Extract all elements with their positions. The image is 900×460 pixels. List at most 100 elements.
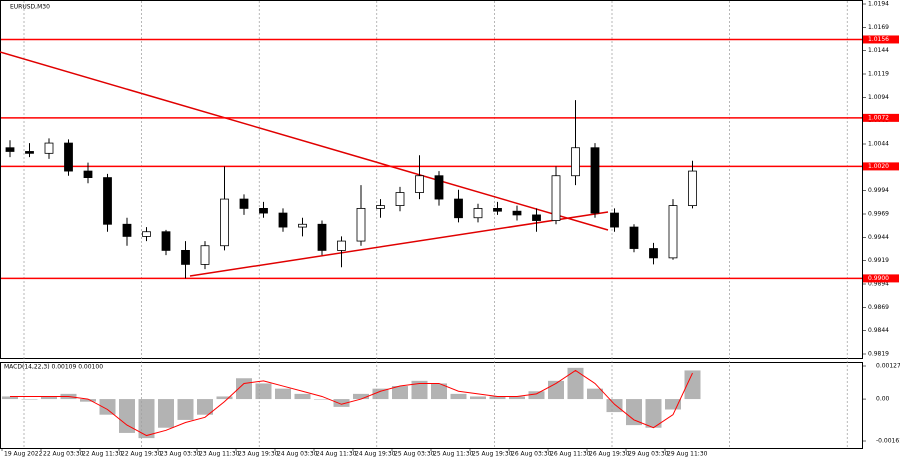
price-panel <box>0 0 863 359</box>
candle-body <box>220 198 229 247</box>
macd-bar <box>138 399 155 439</box>
candle-body <box>64 142 73 172</box>
x-tick-label: 19 Aug 2022 <box>4 451 43 458</box>
macd-bar <box>411 380 428 400</box>
candle-body <box>590 147 600 214</box>
level-label-box <box>863 274 899 283</box>
macd-bar <box>275 388 291 400</box>
macd-bar <box>587 388 603 400</box>
x-tick-label: 26 Aug 11:30 <box>550 451 591 458</box>
candle-body <box>181 249 190 265</box>
y-tick-label: 1.0169 <box>868 24 889 31</box>
level-label-box <box>863 35 899 44</box>
macd-bar <box>528 391 545 400</box>
macd-bar <box>119 399 135 433</box>
y-tick-label: 0.9919 <box>868 257 889 264</box>
x-tick-label: 25 Aug 19:30 <box>472 451 513 458</box>
y-tick-label: 0.9994 <box>868 187 889 194</box>
y-tick-label: 0.9944 <box>868 234 889 241</box>
level-label: 1.0020 <box>868 163 889 170</box>
level-label: 0.9900 <box>868 275 889 282</box>
macd-bar <box>177 399 194 420</box>
candle-body <box>298 223 307 228</box>
x-tick-label: 24 Aug 19:30 <box>355 451 396 458</box>
y-tick-label: -0.00161 <box>876 438 900 445</box>
macd-bar <box>392 386 408 400</box>
candle-body <box>142 231 151 237</box>
macd-bar <box>606 399 623 413</box>
candle-body <box>454 198 463 219</box>
x-tick-label: 23 Aug 11:30 <box>199 451 240 458</box>
candle-body <box>512 210 522 216</box>
candle-body <box>356 207 366 242</box>
candle-body <box>83 170 93 178</box>
candle-body <box>493 207 502 212</box>
candle-body <box>395 192 405 207</box>
macd-bar <box>353 393 369 400</box>
candle-body <box>239 198 249 209</box>
candle-body <box>688 170 697 206</box>
x-tick-label: 29 Aug 11:30 <box>667 451 708 458</box>
y-tick-label: 0.9894 <box>868 281 889 288</box>
y-tick-label: 0.9969 <box>868 211 889 218</box>
macd-bar <box>470 396 486 400</box>
macd-bar <box>41 396 57 400</box>
y-tick-label: 1.0044 <box>868 141 889 148</box>
x-tick-label: 22 Aug 03:30 <box>43 451 84 458</box>
candle-body <box>415 175 424 193</box>
candle-body <box>44 142 54 154</box>
x-tick-label: 22 Aug 19:30 <box>121 451 162 458</box>
x-tick-label: 26 Aug 03:30 <box>511 451 552 458</box>
chart-title: EURUSD,M30 <box>10 4 50 11</box>
macd-bar <box>431 383 447 400</box>
macd-bar <box>294 393 311 400</box>
macd-bar <box>626 399 642 426</box>
macd-bar <box>509 396 525 400</box>
y-tick-label: 1.0094 <box>868 94 889 101</box>
y-tick-label: 0.9869 <box>868 304 889 311</box>
candle-body <box>5 147 15 152</box>
x-tick-label: 24 Aug 11:30 <box>316 451 357 458</box>
signal-line <box>10 369 693 437</box>
vertical-grid <box>23 1 848 448</box>
level-label-box <box>863 162 899 171</box>
macd-bar <box>99 399 116 415</box>
candle-body <box>532 214 541 221</box>
candle-body <box>337 240 346 251</box>
macd-bar <box>665 399 681 410</box>
macd-bar <box>645 399 662 428</box>
macd-bar <box>450 393 467 400</box>
candle-body <box>103 177 112 225</box>
y-tick-label: 0.9819 <box>868 351 889 358</box>
macd-title: MACD(14,22,3) 0.00109 0.00100 <box>4 364 103 371</box>
y-tick-label: 0.00 <box>876 396 890 403</box>
macd-bar <box>255 383 272 400</box>
y-tick-label: 1.0194 <box>868 1 889 8</box>
candle-body <box>668 205 678 259</box>
x-tick-label: 22 Aug 11:30 <box>82 451 123 458</box>
x-tick-label: 25 Aug 03:30 <box>394 451 435 458</box>
macd-bar <box>21 399 38 400</box>
x-tick-label: 26 Aug 19:30 <box>589 451 630 458</box>
macd-bar <box>684 370 701 400</box>
candle-body <box>376 205 385 209</box>
macd-bar <box>197 399 213 415</box>
candle-body <box>25 151 34 154</box>
candle-body <box>317 223 327 251</box>
candle-body <box>161 231 171 251</box>
macd-bar <box>80 399 96 402</box>
macd-bar <box>236 378 252 400</box>
up-trendline <box>189 211 609 277</box>
macd-bar <box>489 396 506 400</box>
candle-body <box>434 175 444 200</box>
macd-bar <box>567 367 584 400</box>
candle-body <box>473 207 483 219</box>
y-tick-label: 1.0119 <box>868 71 889 78</box>
level-label-box <box>863 113 899 122</box>
macd-bar <box>372 388 389 400</box>
macd-bar <box>158 399 174 428</box>
macd-bar <box>216 396 233 400</box>
level-label: 1.0072 <box>868 114 889 121</box>
macd-bar <box>2 396 18 400</box>
